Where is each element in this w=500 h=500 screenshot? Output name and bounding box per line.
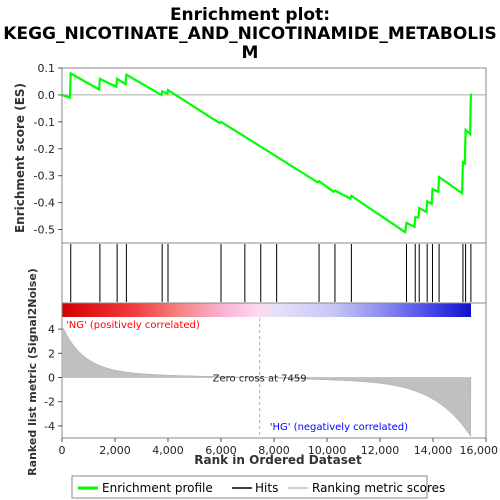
metric-y-ticks: 4 2 0 -2 -4 [44, 323, 62, 433]
chart-title-line-2: KEGG_NICOTINATE_AND_NICOTINAMIDE_METABOL… [3, 24, 496, 44]
x-axis-label: Rank in Ordered Dataset [194, 453, 362, 467]
legend-box [71, 475, 428, 499]
rank-heat-bar [62, 303, 471, 317]
x-tick-label: 14,000 [414, 444, 453, 457]
enrichment-profile-line [61, 71, 472, 235]
es-y-tick-label: -0.5 [34, 224, 55, 237]
positive-label: 'NG' (positively correlated) [66, 320, 200, 331]
x-tick-label: 4,000 [152, 444, 184, 457]
legend-hits-label: Hits [255, 481, 278, 495]
x-tick-label: 6,000 [205, 444, 237, 457]
ranked-metric-fill [61, 325, 472, 438]
es-y-tick-label: -0.2 [34, 143, 55, 156]
es-y-tick-label: -0.1 [34, 116, 55, 129]
es-y-tick-label: -0.3 [34, 170, 55, 183]
hits-panel [61, 242, 487, 304]
legend-enrichment-label: Enrichment profile [102, 481, 213, 495]
metric-y-axis-label: Ranked list metric (Signal2Noise) [26, 268, 39, 476]
es-y-axis-label: Enrichment score (ES) [13, 83, 27, 233]
x-tick-label: 12,000 [361, 444, 400, 457]
es-y-ticks: 0.1 0.0 -0.1 -0.2 -0.3 -0.4 -0.5 [34, 62, 62, 237]
zero-cross-text: Zero cross at 7459 [213, 374, 307, 385]
ranked-metric-area [61, 325, 472, 438]
metric-y-tick-label: 4 [48, 323, 55, 336]
chart-title-line-1: Enrichment plot: [170, 5, 330, 25]
x-tick-label: 16,000 [460, 444, 499, 457]
legend-ranking-label: Ranking metric scores [312, 481, 445, 495]
x-tick-label: 8,000 [258, 444, 290, 457]
metric-y-tick-label: 2 [48, 347, 55, 360]
chart-title-line-3: M [242, 43, 259, 63]
es-y-tick-label: 0.1 [38, 62, 56, 75]
metric-y-tick-label: -2 [44, 396, 55, 409]
es-line-group [61, 71, 472, 235]
hit-markers [70, 244, 472, 302]
x-axis-ticks: 0 2,000 4,000 6,000 8,000 10,000 12,000 14,000 1… [59, 438, 499, 457]
es-y-tick-label: -0.4 [34, 197, 55, 210]
metric-y-tick-label: -4 [44, 420, 55, 433]
es-y-tick-label: 0.0 [38, 89, 56, 102]
metric-y-tick-label: 0 [48, 372, 55, 385]
x-tick-label: 2,000 [99, 444, 131, 457]
x-tick-label: 0 [59, 444, 66, 457]
x-tick-label: 10,000 [308, 444, 347, 457]
negative-label: 'HG' (negatively correlated) [270, 422, 408, 433]
